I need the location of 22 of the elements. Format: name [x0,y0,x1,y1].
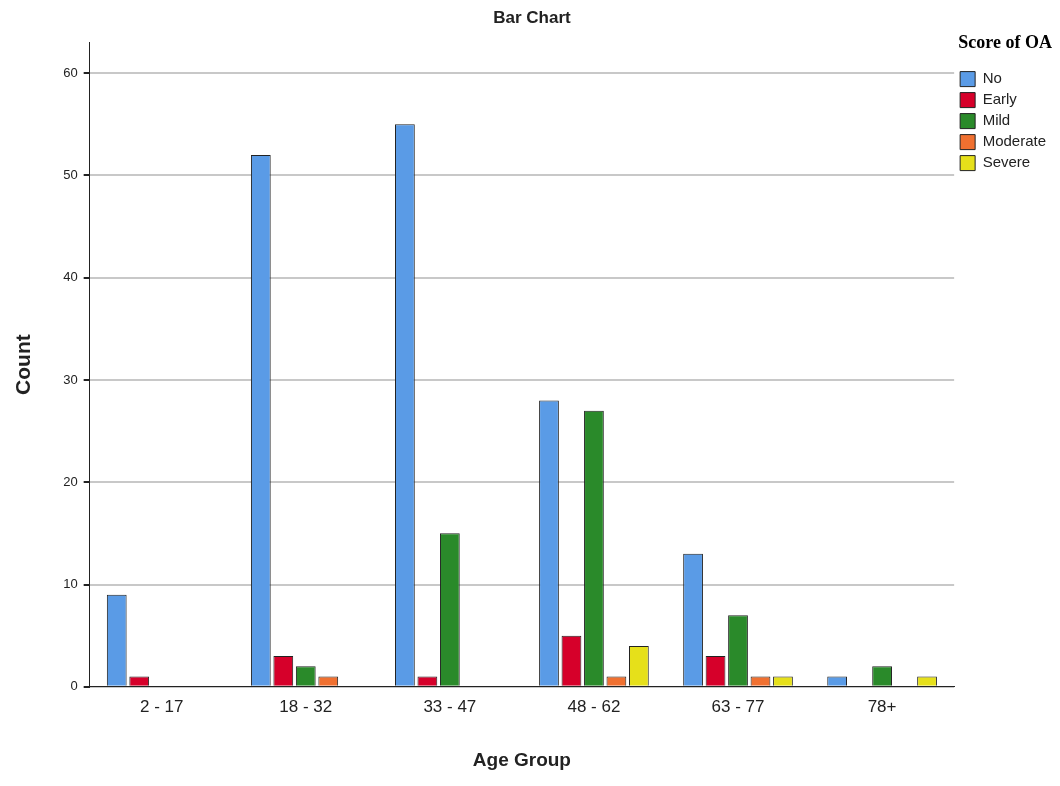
x-tick-label: 63 - 77 [711,696,765,716]
y-tick-label: 20 [63,473,78,489]
y-tick-label: 40 [63,269,78,285]
x-tick-label: 78+ [867,696,897,716]
legend-label: No [982,69,1002,87]
x-tick-label: 48 - 62 [567,696,621,716]
legend-label: Mild [982,111,1011,129]
legend-label: Moderate [982,132,1047,150]
legend-label: Severe [982,153,1031,171]
y-axis-title: Count [11,334,35,395]
y-tick-label: 30 [63,371,78,387]
chart-title: Bar Chart [493,7,572,27]
x-tick-label: 2 - 17 [139,696,184,716]
x-axis-title: Age Group [472,748,571,770]
y-tick-label: 10 [63,576,78,592]
legend-title: Score of OA [958,31,1052,52]
x-tick-label: 33 - 47 [423,696,477,716]
y-tick-label: 0 [70,678,78,694]
legend-label: Early [982,90,1018,108]
y-tick-label: 50 [63,166,78,182]
x-tick-label: 18 - 32 [279,696,333,716]
y-tick-label: 60 [63,64,78,80]
